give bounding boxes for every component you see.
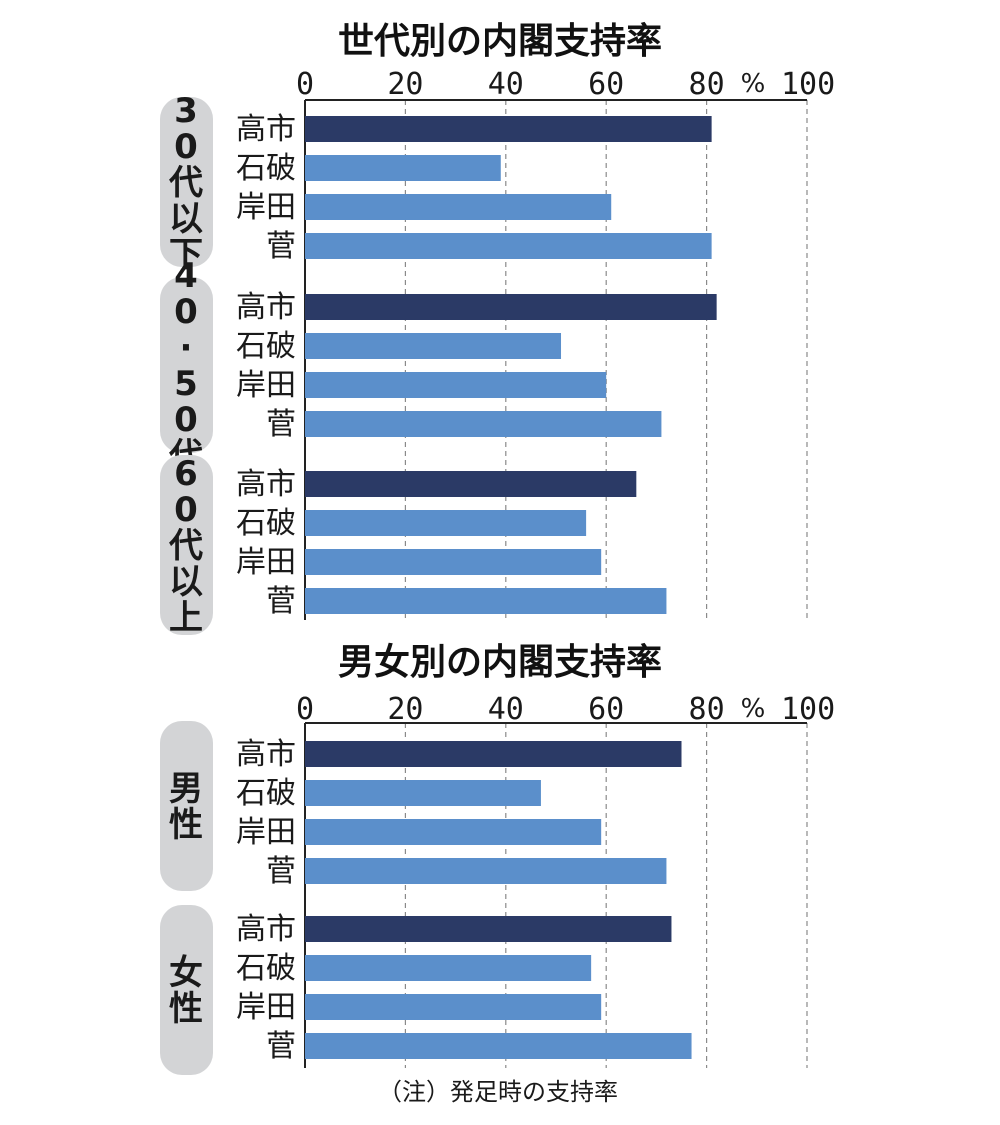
category-label: 岸田 xyxy=(236,815,296,850)
bar-3-4 xyxy=(305,588,667,614)
category-label: 高市 xyxy=(236,112,296,147)
bar-2-1 xyxy=(305,294,717,320)
x-tick-label: 0 xyxy=(296,692,314,727)
bar-1-2 xyxy=(305,780,541,806)
category-label: 岸田 xyxy=(236,190,296,225)
category-label: 菅 xyxy=(266,229,296,264)
bar-2-2 xyxy=(305,333,562,359)
group-label: 3 0 代以下 xyxy=(168,91,203,275)
bar-1-3 xyxy=(305,194,612,220)
chart-title: 男女別の内閣支持率 xyxy=(338,642,662,683)
category-label: 石破 xyxy=(236,951,296,986)
category-label: 石破 xyxy=(236,506,296,541)
bar-2-3 xyxy=(305,994,602,1020)
x-tick-label: 60 xyxy=(588,67,624,102)
category-label: 菅 xyxy=(266,854,296,889)
category-label: 岸田 xyxy=(236,545,296,580)
group-badge xyxy=(160,277,213,453)
bar-2-2 xyxy=(305,955,592,981)
category-label: 菅 xyxy=(266,584,296,619)
bar-1-3 xyxy=(305,819,602,845)
bar-1-4 xyxy=(305,233,712,259)
x-tick-label: 40 xyxy=(488,67,524,102)
x-tick-label: 20 xyxy=(387,692,423,727)
unit-label: % xyxy=(741,694,766,724)
category-label: 石破 xyxy=(236,329,296,364)
bar-2-4 xyxy=(305,1033,692,1059)
group-label: 6 0 代以上 xyxy=(168,454,203,638)
category-label: 岸田 xyxy=(236,368,296,403)
group-2: 40·50代高市石破岸田菅 xyxy=(160,256,717,476)
bar-1-1 xyxy=(305,116,712,142)
category-label: 石破 xyxy=(236,776,296,811)
group-label: 男性 xyxy=(169,769,203,845)
footnote: （注）発足時の支持率 xyxy=(378,1078,618,1106)
bar-2-1 xyxy=(305,916,672,942)
group-badge xyxy=(160,455,213,635)
group-label: 40·50代 xyxy=(168,256,203,476)
category-label: 菅 xyxy=(266,1029,296,1064)
chart-panel-1: 世代別の内閣支持率020406080100%30代以下高市石破岸田菅40·50代… xyxy=(160,21,835,638)
x-tick-label: 0 xyxy=(296,67,314,102)
bar-1-1 xyxy=(305,741,682,767)
group-badge xyxy=(160,721,213,891)
bar-3-1 xyxy=(305,471,637,497)
group-label: 女性 xyxy=(169,953,203,1029)
chart-title: 世代別の内閣支持率 xyxy=(338,21,662,62)
category-label: 菅 xyxy=(266,407,296,442)
x-tick-label: 100 xyxy=(781,692,835,727)
bar-2-3 xyxy=(305,372,607,398)
category-label: 高市 xyxy=(236,467,296,502)
bar-1-2 xyxy=(305,155,501,181)
x-tick-label: 80 xyxy=(689,67,725,102)
x-tick-label: 60 xyxy=(588,692,624,727)
x-tick-label: 80 xyxy=(689,692,725,727)
category-label: 岸田 xyxy=(236,990,296,1025)
category-label: 高市 xyxy=(236,737,296,772)
group-badge xyxy=(160,97,213,267)
bar-1-4 xyxy=(305,858,667,884)
x-tick-label: 100 xyxy=(781,67,835,102)
group-badge xyxy=(160,905,213,1075)
x-tick-label: 40 xyxy=(488,692,524,727)
bar-2-4 xyxy=(305,411,662,437)
x-tick-label: 20 xyxy=(387,67,423,102)
category-label: 高市 xyxy=(236,290,296,325)
bar-3-3 xyxy=(305,549,602,575)
category-label: 高市 xyxy=(236,912,296,947)
category-label: 石破 xyxy=(236,151,296,186)
bar-3-2 xyxy=(305,510,587,536)
unit-label: % xyxy=(741,69,766,99)
